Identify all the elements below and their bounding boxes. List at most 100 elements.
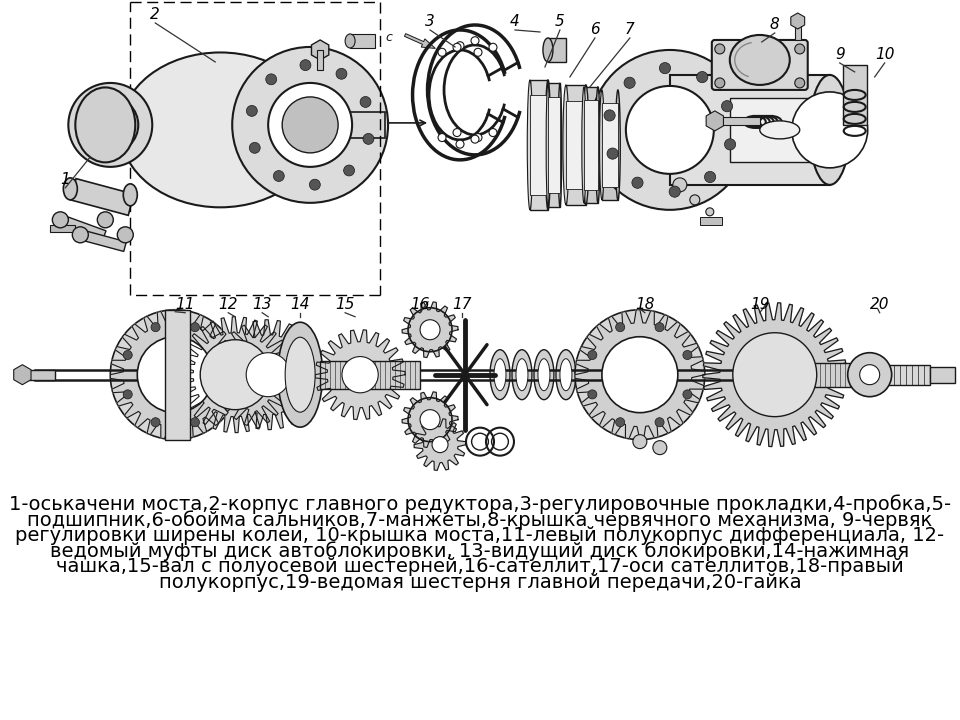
- Circle shape: [632, 177, 643, 189]
- Text: 5: 5: [555, 14, 564, 30]
- Text: 6: 6: [590, 22, 600, 37]
- Ellipse shape: [556, 350, 576, 400]
- Circle shape: [246, 353, 290, 397]
- Text: 16: 16: [410, 297, 430, 312]
- Ellipse shape: [512, 350, 532, 400]
- Text: 3: 3: [425, 14, 435, 30]
- Text: 12: 12: [219, 297, 238, 312]
- FancyArrow shape: [404, 34, 436, 48]
- Ellipse shape: [516, 359, 528, 391]
- Bar: [81, 230, 127, 251]
- Circle shape: [232, 47, 388, 203]
- Bar: [730, 98, 820, 162]
- Ellipse shape: [545, 80, 551, 210]
- Circle shape: [68, 83, 153, 167]
- Circle shape: [795, 78, 804, 88]
- Circle shape: [471, 135, 479, 143]
- Text: 7: 7: [625, 22, 635, 37]
- Bar: [317, 50, 324, 70]
- Ellipse shape: [558, 83, 562, 207]
- Polygon shape: [414, 419, 466, 470]
- Ellipse shape: [120, 53, 320, 207]
- Text: 8: 8: [770, 17, 780, 32]
- Bar: [50, 225, 75, 232]
- Circle shape: [190, 323, 200, 332]
- Bar: [715, 117, 759, 125]
- Ellipse shape: [345, 34, 355, 48]
- Circle shape: [589, 50, 750, 210]
- Circle shape: [725, 139, 735, 150]
- Circle shape: [408, 397, 452, 441]
- Circle shape: [456, 140, 464, 148]
- Circle shape: [266, 74, 276, 85]
- Circle shape: [860, 365, 879, 384]
- Circle shape: [683, 390, 692, 399]
- Ellipse shape: [285, 337, 315, 412]
- Circle shape: [471, 37, 479, 45]
- Circle shape: [282, 97, 338, 153]
- Circle shape: [408, 307, 452, 351]
- Ellipse shape: [123, 184, 137, 206]
- Bar: [320, 361, 420, 389]
- Ellipse shape: [596, 87, 600, 203]
- Circle shape: [722, 101, 732, 112]
- Circle shape: [247, 105, 257, 117]
- Bar: [165, 310, 190, 440]
- Circle shape: [474, 48, 482, 56]
- Circle shape: [626, 86, 714, 174]
- Text: ведомый муфты диск автоблокировки, 13-видущий диск блокировки,14-нажимная: ведомый муфты диск автоблокировки, 13-ви…: [51, 541, 909, 562]
- Circle shape: [432, 436, 448, 453]
- Text: 17: 17: [452, 297, 471, 312]
- Circle shape: [474, 133, 482, 142]
- Circle shape: [848, 353, 892, 397]
- Polygon shape: [110, 310, 240, 440]
- Bar: [548, 97, 560, 193]
- Bar: [530, 80, 548, 210]
- Ellipse shape: [560, 359, 572, 391]
- Polygon shape: [213, 320, 324, 430]
- Text: 19: 19: [750, 297, 770, 312]
- Text: 13: 13: [252, 297, 272, 312]
- Text: 14: 14: [290, 297, 310, 312]
- Circle shape: [706, 208, 714, 216]
- Circle shape: [604, 110, 615, 121]
- Circle shape: [690, 195, 700, 204]
- Circle shape: [53, 212, 68, 228]
- Polygon shape: [703, 303, 847, 446]
- Circle shape: [420, 410, 440, 430]
- Polygon shape: [402, 392, 458, 447]
- Ellipse shape: [534, 350, 554, 400]
- Text: 11: 11: [176, 297, 195, 312]
- Text: 10: 10: [875, 48, 895, 63]
- Circle shape: [274, 171, 284, 181]
- Circle shape: [137, 337, 213, 413]
- Circle shape: [697, 71, 708, 83]
- Circle shape: [342, 356, 378, 393]
- Circle shape: [97, 212, 113, 228]
- Bar: [700, 217, 722, 225]
- Bar: [20, 369, 56, 379]
- Circle shape: [72, 227, 88, 243]
- Circle shape: [360, 96, 371, 107]
- Circle shape: [456, 42, 464, 50]
- Text: чашка,15-вал с полуосевой шестерней,16-сателлит,17-оси сателлитов,18-правый: чашка,15-вал с полуосевой шестерней,16-с…: [56, 557, 904, 577]
- Circle shape: [655, 418, 664, 427]
- Circle shape: [110, 310, 240, 440]
- Circle shape: [344, 165, 354, 176]
- Circle shape: [336, 68, 347, 79]
- Circle shape: [615, 323, 625, 332]
- Circle shape: [420, 320, 440, 340]
- Polygon shape: [402, 302, 458, 358]
- Text: 1: 1: [60, 172, 70, 187]
- Bar: [670, 75, 829, 185]
- Ellipse shape: [759, 121, 800, 139]
- Text: 20: 20: [870, 297, 889, 312]
- Ellipse shape: [582, 87, 586, 203]
- Bar: [60, 215, 106, 240]
- Circle shape: [489, 129, 497, 137]
- Circle shape: [83, 97, 138, 153]
- Bar: [310, 112, 385, 138]
- Circle shape: [489, 43, 497, 51]
- Circle shape: [607, 148, 618, 159]
- Circle shape: [715, 78, 725, 88]
